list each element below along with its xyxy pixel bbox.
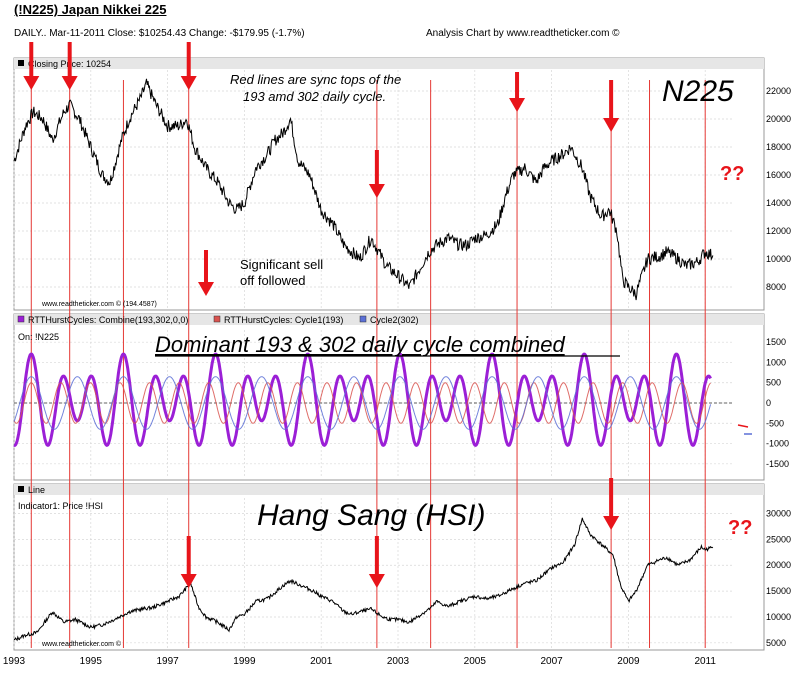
y-tick-label: 22000 — [766, 86, 791, 96]
n225-question-marks: ?? — [720, 163, 744, 185]
red-arrow-head — [180, 76, 197, 90]
x-tick-label: 1999 — [233, 656, 256, 667]
axis-layer: 1993 1995 1997 1999 2001 2003 2005 2007 2009 2011… — [3, 86, 791, 667]
chart-credit: Analysis Chart by www.readtheticker.com … — [426, 28, 620, 39]
chart-title[interactable]: (!N225) Japan Nikkei 225 — [14, 2, 167, 17]
x-tick-label: 2011 — [694, 656, 716, 667]
y-tick-label: 18000 — [766, 142, 791, 152]
y-tick-label: -1500 — [766, 459, 789, 469]
y-tick-label: 500 — [766, 378, 781, 388]
cycle-panel-header — [14, 314, 764, 325]
price-watermark: www.readtheticker.com © (194.4587) — [41, 300, 157, 308]
cycle1-legend: RTTHurstCycles: Cycle1(193) — [224, 315, 343, 325]
cycle-big-label: Dominant 193 & 302 daily cycle combined — [155, 332, 565, 357]
y-tick-label: 8000 — [766, 282, 786, 292]
hsi-legend: Line — [28, 485, 45, 495]
hsi-big-label: Hang Sang (HSI) — [257, 499, 485, 532]
hsi-question-marks: ?? — [728, 517, 752, 539]
combine-legend-swatch — [17, 315, 25, 323]
hsi-panel-header — [14, 484, 764, 495]
arrow-layer — [23, 42, 620, 588]
x-tick-label: 2005 — [464, 656, 487, 667]
price-panel-header — [14, 58, 764, 69]
y-tick-label: 20000 — [766, 560, 791, 570]
hsi-legend-sub: Indicator1: Price !HSI — [18, 501, 103, 511]
y-tick-label: 0 — [766, 398, 771, 408]
hsi-watermark: www.readtheticker.com © — [41, 640, 122, 648]
y-tick-label: -500 — [766, 418, 784, 428]
combine-legend: RTTHurstCycles: Combine(193,302,0,0) — [28, 315, 188, 325]
cycle-legend-sub: On: !N225 — [18, 332, 59, 342]
red-arrow-head — [368, 184, 385, 198]
red-arrow-head — [368, 574, 385, 588]
x-tick-label: 1995 — [80, 656, 103, 667]
n225-price-line — [13, 78, 714, 301]
cycle1-legend-swatch — [213, 315, 221, 323]
hsi-price-line — [13, 517, 714, 642]
y-tick-label: 15000 — [766, 586, 791, 596]
sync-note-line2: 193 amd 302 daily cycle. — [243, 89, 386, 104]
price-legend-swatch — [18, 60, 24, 66]
y-tick-label: -1000 — [766, 439, 789, 449]
red-arrow-head — [61, 76, 78, 90]
y-tick-label: 14000 — [766, 198, 791, 208]
x-tick-label: 2007 — [540, 656, 563, 667]
y-tick-label: 5000 — [766, 638, 786, 648]
cycle2-line — [13, 376, 712, 430]
selloff-note-line2: off followed — [240, 273, 306, 288]
cycle1-line — [13, 382, 711, 424]
red-arrow-head — [603, 516, 620, 530]
y-tick-label: 1500 — [766, 337, 786, 347]
y-tick-label: 16000 — [766, 170, 791, 180]
cycle-projection-mark — [737, 424, 749, 428]
y-tick-label: 10000 — [766, 612, 791, 622]
cycle2-legend: Cycle2(302) — [370, 315, 419, 325]
hsi-panel-frame — [13, 483, 765, 651]
x-tick-label: 2003 — [387, 656, 410, 667]
y-tick-label: 25000 — [766, 534, 791, 544]
red-arrow-head — [180, 574, 197, 588]
n225-big-label: N225 — [662, 75, 734, 108]
price-info: DAILY.. Mar-11-2011 Close: $10254.43 Cha… — [14, 28, 305, 39]
y-tick-label: 12000 — [766, 226, 791, 236]
x-tick-label: 1997 — [156, 656, 179, 667]
y-tick-label: 1000 — [766, 357, 786, 367]
red-arrow-head — [23, 76, 40, 90]
sync-note-line1: Red lines are sync tops of the — [230, 72, 401, 87]
x-tick-label: 2001 — [310, 656, 333, 667]
series-layer — [13, 78, 714, 642]
price-panel-frame — [13, 57, 765, 311]
red-arrow-head — [603, 118, 620, 132]
y-tick-label: 20000 — [766, 114, 791, 124]
hsi-legend-swatch — [18, 486, 24, 492]
cycle2-legend-swatch — [359, 315, 367, 323]
y-tick-label: 10000 — [766, 254, 791, 264]
selloff-note-line1: Significant sell — [240, 257, 323, 272]
x-tick-label: 2009 — [617, 656, 640, 667]
x-tick-label: 1993 — [3, 656, 26, 667]
y-tick-label: 30000 — [766, 509, 791, 519]
red-arrow-head — [509, 98, 526, 112]
red-arrow-head — [198, 282, 214, 296]
sync-lines — [30, 80, 706, 648]
